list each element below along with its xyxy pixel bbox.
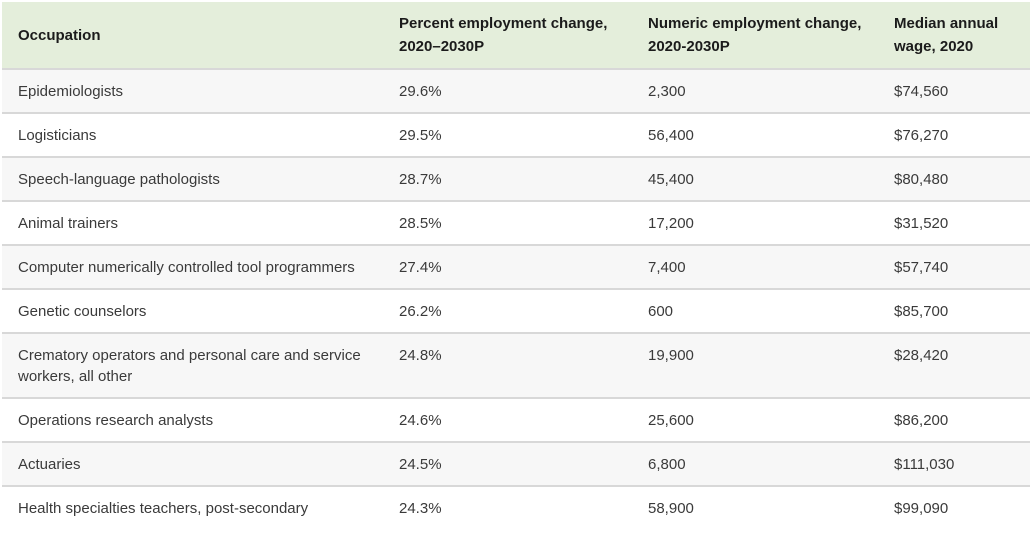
cell-percent-change: 24.8% bbox=[383, 332, 632, 398]
table-row: Genetic counselors 26.2% 600 $85,700 bbox=[2, 288, 1030, 333]
cell-numeric-change: 19,900 bbox=[632, 332, 878, 398]
column-header-numeric-change: Numeric employment change, 2020-2030P bbox=[632, 2, 878, 69]
cell-occupation: Actuaries bbox=[2, 441, 383, 486]
cell-percent-change: 24.5% bbox=[383, 441, 632, 486]
table-header-row: Occupation Percent employment change, 20… bbox=[2, 2, 1030, 69]
cell-numeric-change: 58,900 bbox=[632, 485, 878, 529]
cell-median-wage: $86,200 bbox=[878, 397, 1030, 442]
table-row: Speech-language pathologists 28.7% 45,40… bbox=[2, 156, 1030, 201]
cell-percent-change: 27.4% bbox=[383, 244, 632, 289]
table-row: Crematory operators and personal care an… bbox=[2, 332, 1030, 398]
cell-percent-change: 28.5% bbox=[383, 200, 632, 245]
cell-occupation: Epidemiologists bbox=[2, 68, 383, 113]
cell-numeric-change: 25,600 bbox=[632, 397, 878, 442]
column-header-occupation: Occupation bbox=[2, 2, 383, 69]
table-row: Operations research analysts 24.6% 25,60… bbox=[2, 397, 1030, 442]
cell-percent-change: 29.6% bbox=[383, 68, 632, 113]
cell-numeric-change: 17,200 bbox=[632, 200, 878, 245]
table-row: Logisticians 29.5% 56,400 $76,270 bbox=[2, 112, 1030, 157]
cell-numeric-change: 45,400 bbox=[632, 156, 878, 201]
cell-median-wage: $74,560 bbox=[878, 68, 1030, 113]
cell-numeric-change: 6,800 bbox=[632, 441, 878, 486]
cell-median-wage: $76,270 bbox=[878, 112, 1030, 157]
cell-median-wage: $31,520 bbox=[878, 200, 1030, 245]
cell-percent-change: 29.5% bbox=[383, 112, 632, 157]
table-body: Epidemiologists 29.6% 2,300 $74,560 Logi… bbox=[2, 68, 1030, 529]
table-row: Animal trainers 28.5% 17,200 $31,520 bbox=[2, 200, 1030, 245]
occupations-table: Occupation Percent employment change, 20… bbox=[2, 2, 1030, 529]
cell-occupation: Crematory operators and personal care an… bbox=[2, 332, 383, 398]
cell-occupation: Health specialties teachers, post-second… bbox=[2, 485, 383, 529]
table-row: Health specialties teachers, post-second… bbox=[2, 485, 1030, 529]
cell-numeric-change: 7,400 bbox=[632, 244, 878, 289]
cell-occupation: Genetic counselors bbox=[2, 288, 383, 333]
cell-percent-change: 28.7% bbox=[383, 156, 632, 201]
table-row: Computer numerically controlled tool pro… bbox=[2, 244, 1030, 289]
table-row: Epidemiologists 29.6% 2,300 $74,560 bbox=[2, 68, 1030, 113]
column-header-median-wage: Median annual wage, 2020 bbox=[878, 2, 1030, 69]
cell-occupation: Operations research analysts bbox=[2, 397, 383, 442]
cell-percent-change: 24.6% bbox=[383, 397, 632, 442]
cell-percent-change: 26.2% bbox=[383, 288, 632, 333]
cell-numeric-change: 2,300 bbox=[632, 68, 878, 113]
cell-median-wage: $85,700 bbox=[878, 288, 1030, 333]
cell-occupation: Speech-language pathologists bbox=[2, 156, 383, 201]
column-header-percent-change: Percent employment change, 2020–2030P bbox=[383, 2, 632, 69]
cell-percent-change: 24.3% bbox=[383, 485, 632, 529]
cell-occupation: Animal trainers bbox=[2, 200, 383, 245]
cell-median-wage: $80,480 bbox=[878, 156, 1030, 201]
cell-numeric-change: 600 bbox=[632, 288, 878, 333]
cell-median-wage: $28,420 bbox=[878, 332, 1030, 398]
table-row: Actuaries 24.5% 6,800 $111,030 bbox=[2, 441, 1030, 486]
cell-median-wage: $57,740 bbox=[878, 244, 1030, 289]
cell-occupation: Logisticians bbox=[2, 112, 383, 157]
cell-occupation: Computer numerically controlled tool pro… bbox=[2, 244, 383, 289]
cell-median-wage: $99,090 bbox=[878, 485, 1030, 529]
cell-numeric-change: 56,400 bbox=[632, 112, 878, 157]
cell-median-wage: $111,030 bbox=[878, 441, 1030, 486]
table-header: Occupation Percent employment change, 20… bbox=[2, 2, 1030, 69]
